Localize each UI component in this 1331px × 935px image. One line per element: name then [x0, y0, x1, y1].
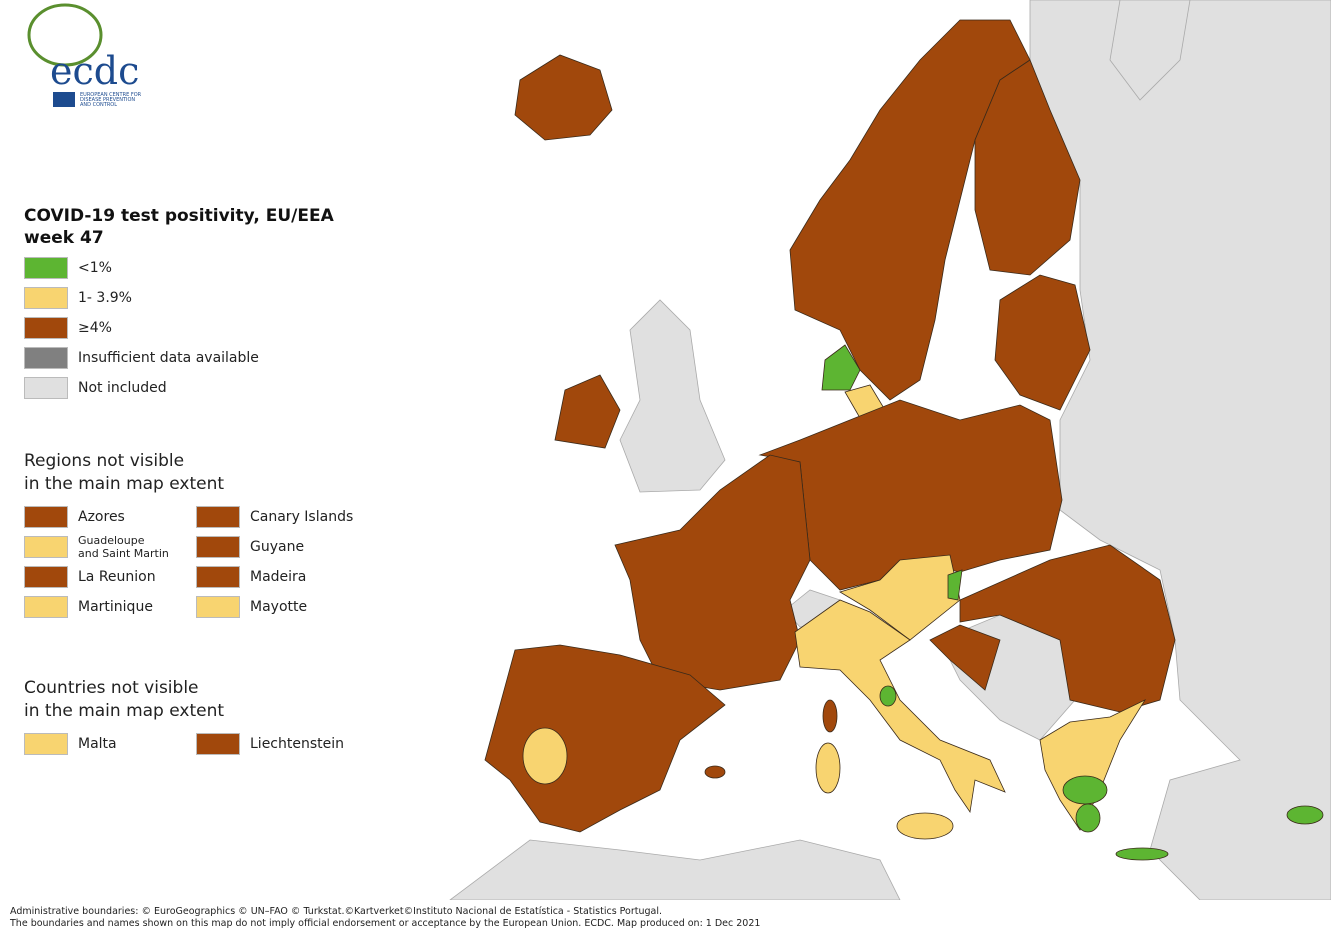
legend-title: week 47 — [24, 228, 104, 248]
legend-swatch — [196, 506, 240, 528]
legend-swatch — [24, 377, 68, 399]
legend-label: Madeira — [250, 569, 306, 585]
legend-label-line: Malta — [78, 736, 117, 752]
legend-item: Madeira — [196, 562, 368, 592]
legend-label-line: La Reunion — [78, 569, 156, 585]
legend-label-line: Madeira — [250, 569, 307, 585]
countries-legend: Countries not visible in the main map ex… — [24, 677, 424, 759]
legend-label: Insufficient data available — [78, 350, 259, 366]
map: ecdc EUROPEAN CENTRE FOR DISEASE PREVENT… — [27, 0, 1331, 900]
legend-item: Malta — [24, 729, 196, 759]
countries — [484, 19, 1324, 861]
legend-label: 1- 3.9% — [78, 290, 132, 306]
legend-label-line: Mayotte — [250, 599, 308, 615]
legend-label-line: Azores — [78, 509, 125, 525]
section-title: in the main map extent — [24, 474, 225, 494]
logo-text: ecdc — [50, 49, 139, 93]
legend-swatch — [24, 596, 68, 618]
legend-title: COVID-19 test positivity, EU/EEA — [24, 206, 334, 226]
legend-item: <1% — [24, 253, 424, 283]
legend-swatch — [196, 566, 240, 588]
legend-swatch — [24, 287, 68, 309]
legend-swatch — [196, 596, 240, 618]
legend-label: Guadeloupe and Saint Martin — [78, 534, 169, 560]
legend-label: Guyane — [250, 539, 304, 555]
footer-line: Administrative boundaries: © EuroGeograp… — [10, 906, 663, 917]
logo: ecdc EUROPEAN CENTRE FOR DISEASE PREVENT… — [27, 3, 142, 108]
legend-swatch — [24, 347, 68, 369]
legend-label: Not included — [78, 380, 167, 396]
legend-item: La Reunion — [24, 562, 196, 592]
regions-legend: Regions not visible in the main map exte… — [24, 450, 424, 622]
legend-label: La Reunion — [78, 569, 156, 585]
legend-item: 1- 3.9% — [24, 283, 424, 313]
legend-item: ≥4% — [24, 313, 424, 343]
legend-swatch — [196, 733, 240, 755]
legend-label: <1% — [78, 260, 112, 276]
legend: COVID-19 test positivity, EU/EEA week 47… — [24, 205, 424, 403]
legend-item: Not included — [24, 373, 424, 403]
logo-subtitle: AND CONTROL — [80, 102, 117, 108]
not-included-land — [449, 0, 1331, 900]
legend-item: Canary Islands — [196, 502, 368, 532]
section-title: Countries not visible — [24, 678, 199, 698]
legend-label-line: Guyane — [250, 539, 305, 555]
footer: Administrative boundaries: © EuroGeograp… — [10, 906, 760, 930]
legend-swatch — [196, 536, 240, 558]
legend-label-line: Liechtenstein — [250, 736, 345, 752]
legend-swatch — [24, 536, 68, 558]
legend-item: Mayotte — [196, 592, 368, 622]
section-title: Regions not visible — [24, 451, 185, 471]
logo-subtitle: EUROPEAN CENTRE FOR — [80, 92, 142, 98]
legend-label: Azores — [78, 509, 125, 525]
legend-label-line: Canary Islands — [250, 509, 354, 525]
legend-swatch — [24, 317, 68, 339]
legend-item: Liechtenstein — [196, 729, 368, 759]
logo-subtitle: DISEASE PREVENTION — [80, 97, 135, 103]
section-title: in the main map extent — [24, 701, 225, 721]
legend-item: Azores — [24, 502, 196, 532]
legend-swatch — [24, 506, 68, 528]
legend-label: Mayotte — [250, 599, 307, 615]
legend-item: Martinique — [24, 592, 196, 622]
legend-swatch — [24, 566, 68, 588]
legend-label-line: and Saint Martin — [78, 547, 169, 560]
legend-label: Canary Islands — [250, 509, 353, 525]
legend-item: Guadeloupe and Saint Martin — [24, 532, 196, 562]
legend-item: Guyane — [196, 532, 368, 562]
legend-label: Liechtenstein — [250, 736, 344, 752]
legend-label-line: Martinique — [78, 599, 153, 615]
legend-label: ≥4% — [78, 320, 112, 336]
legend-label: Martinique — [78, 599, 153, 615]
footer-line: The boundaries and names shown on this m… — [10, 918, 761, 929]
legend-label: Malta — [78, 736, 117, 752]
legend-swatch — [24, 733, 68, 755]
legend-swatch — [24, 257, 68, 279]
legend-label-line: Guadeloupe — [78, 534, 145, 547]
legend-item: Insufficient data available — [24, 343, 424, 373]
